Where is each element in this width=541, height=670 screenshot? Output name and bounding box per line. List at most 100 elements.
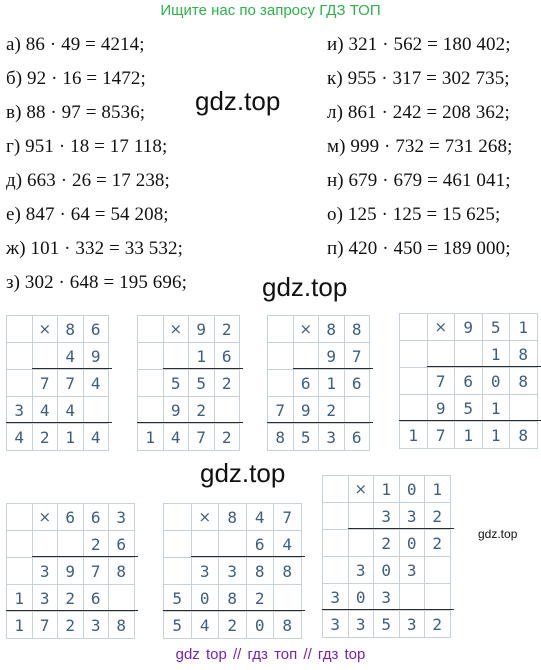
digit-cell: 9 — [189, 316, 215, 343]
digit-cell: 6 — [83, 585, 109, 612]
equation-k: к) 955 · 317 = 302 735; — [327, 68, 510, 89]
sum-line — [190, 556, 305, 557]
multiplication-grid: × 8 4 7 6 4 3 3 8 8 5 0 8 2 5 4 2 0 8 — [163, 503, 302, 639]
digit-cell: 3 — [83, 612, 109, 639]
digit-cell: 8 — [246, 558, 274, 585]
digit-cell: 8 — [109, 558, 135, 585]
times-sign: × — [348, 476, 374, 503]
digit-cell: 1 — [400, 422, 428, 449]
digit-cell: 9 — [427, 395, 455, 422]
digit-cell: 2 — [214, 316, 240, 343]
digit-cell: 1 — [319, 370, 345, 397]
equation-l: л) 861 · 242 = 208 362; — [327, 102, 510, 123]
digit-cell — [7, 531, 33, 558]
times-sign: × — [191, 504, 219, 531]
digit-cell: 5 — [164, 585, 192, 612]
digit-cell: 3 — [219, 558, 247, 585]
digit-cell: 3 — [374, 584, 400, 611]
digit-cell — [348, 530, 374, 557]
digit-cell: 2 — [425, 530, 451, 557]
times-sign: × — [32, 316, 58, 343]
digit-cell — [268, 343, 294, 370]
digit-cell: 7 — [427, 368, 455, 395]
digit-cell — [7, 504, 33, 531]
digit-cell: 2 — [189, 397, 215, 424]
sum-line — [399, 420, 541, 421]
digit-cell — [348, 503, 374, 530]
digit-cell: 8 — [109, 612, 135, 639]
digit-cell: 6 — [293, 370, 319, 397]
digit-cell: 2 — [246, 585, 274, 612]
digit-cell: 7 — [58, 370, 84, 397]
digit-cell: 5 — [163, 370, 189, 397]
equation-a: а) 86 · 49 = 4214; — [6, 34, 145, 55]
equation-o: о) 125 · 125 = 15 625; — [327, 204, 501, 225]
digit-cell: 9 — [83, 343, 109, 370]
digit-cell — [268, 316, 294, 343]
digit-cell: 8 — [268, 424, 294, 451]
digit-cell — [323, 503, 349, 530]
multiplication-grid: × 9 2 1 6 5 5 2 9 2 1 4 7 2 — [137, 315, 240, 451]
digit-cell — [425, 557, 451, 584]
sum-line — [31, 368, 112, 369]
times-sign: × — [427, 314, 455, 341]
digit-cell: 3 — [319, 424, 345, 451]
digit-cell: 1 — [7, 612, 33, 639]
digit-cell: 3 — [399, 503, 425, 530]
digit-cell: 5 — [189, 370, 215, 397]
digit-cell: 5 — [455, 395, 483, 422]
digit-cell: 3 — [32, 558, 58, 585]
digit-cell: 2 — [374, 530, 400, 557]
digit-cell: 2 — [214, 424, 240, 451]
digit-cell: 1 — [425, 476, 451, 503]
digit-cell: 5 — [374, 611, 400, 638]
equation-i: и) 321 · 562 = 180 402; — [327, 34, 511, 55]
digit-cell: 1 — [482, 395, 510, 422]
digit-cell: 1 — [189, 343, 215, 370]
digit-cell — [344, 397, 370, 424]
digit-cell: 3 — [32, 585, 58, 612]
digit-cell: 6 — [246, 531, 274, 558]
digit-cell — [58, 531, 84, 558]
multiplication-grid: × 6 6 3 2 6 3 9 7 8 1 3 2 6 1 7 2 3 8 — [6, 503, 135, 639]
digit-cell: 4 — [83, 370, 109, 397]
digit-cell — [400, 314, 428, 341]
digit-cell — [32, 531, 58, 558]
watermark-small: gdz.top — [478, 527, 518, 541]
digit-cell: 6 — [344, 370, 370, 397]
digit-cell: 9 — [163, 397, 189, 424]
digit-cell — [455, 341, 483, 368]
digit-cell: 2 — [319, 397, 345, 424]
digit-cell — [7, 343, 33, 370]
digit-cell: 9 — [319, 343, 345, 370]
digit-cell: 8 — [510, 368, 538, 395]
sum-line — [267, 422, 373, 423]
digit-cell — [510, 395, 538, 422]
equation-b: б) 92 · 16 = 1472; — [6, 68, 146, 89]
sum-line — [162, 368, 243, 369]
digit-cell: 8 — [319, 316, 345, 343]
digit-cell: 5 — [164, 612, 192, 639]
digit-cell: 1 — [482, 422, 510, 449]
digit-cell: 1 — [374, 476, 400, 503]
digit-cell: 3 — [191, 558, 219, 585]
digit-cell — [138, 343, 164, 370]
sum-line — [292, 368, 373, 369]
digit-cell: 3 — [7, 397, 33, 424]
digit-cell: 2 — [58, 585, 84, 612]
digit-cell: 1 — [138, 424, 164, 451]
digit-cell: 8 — [219, 504, 247, 531]
digit-cell: 3 — [374, 503, 400, 530]
digit-cell: 0 — [399, 530, 425, 557]
digit-cell: 4 — [83, 424, 109, 451]
digit-cell: 2 — [425, 503, 451, 530]
digit-cell: 2 — [83, 531, 109, 558]
digit-cell — [163, 343, 189, 370]
multiplication-grid: × 8 6 4 9 7 7 4 3 4 4 4 2 1 4 — [6, 315, 109, 451]
sum-line — [426, 366, 541, 367]
digit-cell — [274, 585, 302, 612]
footer: gdz top // гдз топ // гдз top — [175, 646, 366, 663]
equation-n: н) 679 · 679 = 461 041; — [327, 170, 511, 191]
multiplication-grid: × 8 8 9 7 6 1 6 7 9 2 8 5 3 6 — [267, 315, 370, 451]
digit-cell: 7 — [83, 558, 109, 585]
